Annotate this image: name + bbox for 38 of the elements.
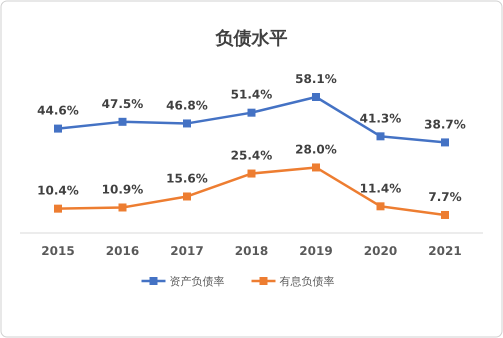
data-label: 25.4% bbox=[230, 148, 272, 163]
data-label: 11.4% bbox=[360, 181, 402, 196]
point bbox=[441, 138, 449, 146]
point bbox=[376, 132, 384, 140]
x-tick-label: 2017 bbox=[170, 244, 204, 258]
x-tick-label: 2016 bbox=[106, 244, 140, 258]
data-label: 28.0% bbox=[295, 142, 337, 156]
legend-label: 有息负债率 bbox=[280, 275, 334, 288]
legend-label: 资产负债率 bbox=[170, 275, 224, 288]
data-label: 44.6% bbox=[37, 104, 79, 118]
x-tick-label: 2020 bbox=[364, 244, 398, 258]
point bbox=[441, 210, 449, 219]
point bbox=[248, 108, 256, 117]
point bbox=[54, 124, 62, 133]
data-label: 10.9% bbox=[102, 182, 144, 196]
x-tick-label: 2015 bbox=[41, 244, 75, 258]
point bbox=[118, 203, 126, 212]
data-label: 41.3% bbox=[360, 111, 402, 126]
data-label: 58.1% bbox=[295, 72, 337, 86]
data-label: 38.7% bbox=[424, 117, 466, 132]
point bbox=[248, 170, 256, 178]
point bbox=[183, 192, 191, 200]
data-label: 10.4% bbox=[37, 184, 79, 198]
point bbox=[54, 204, 62, 213]
point bbox=[312, 163, 320, 172]
point bbox=[376, 202, 384, 210]
x-tick-label: 2019 bbox=[299, 244, 333, 258]
x-tick-label: 2021 bbox=[428, 244, 462, 258]
point bbox=[118, 118, 126, 126]
chart-title: 负债水平 bbox=[214, 28, 288, 49]
data-label: 7.7% bbox=[428, 190, 462, 204]
data-label: 51.4% bbox=[230, 88, 272, 102]
point bbox=[312, 93, 320, 101]
data-label: 15.6% bbox=[166, 171, 208, 186]
x-tick-label: 2018 bbox=[234, 244, 268, 258]
data-label: 46.8% bbox=[166, 98, 208, 112]
point bbox=[183, 119, 191, 128]
data-label: 47.5% bbox=[102, 96, 144, 111]
